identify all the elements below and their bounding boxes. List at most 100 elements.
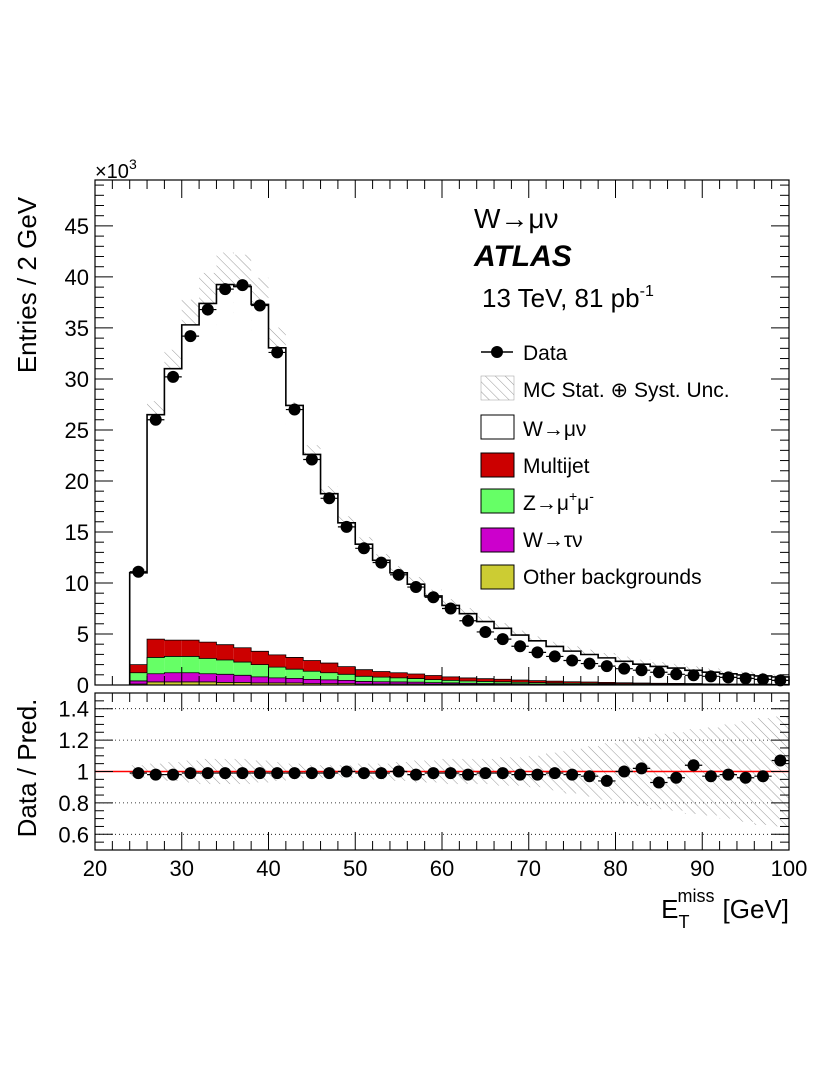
stack-bar-wmunu [372, 560, 390, 672]
x-tick-label: 60 [430, 856, 454, 881]
stack-bar-zmumu [268, 667, 286, 678]
stack-bar-zmumu [528, 682, 547, 684]
stack-bar-multijet [199, 642, 217, 659]
data-points [129, 279, 789, 687]
data-point [704, 670, 717, 683]
stack-bar-multijet [216, 644, 234, 661]
stack-bar-multijet [164, 640, 182, 657]
ratio-point [652, 776, 665, 789]
stack-bar-multijet [563, 681, 581, 684]
stack-bar-multijet [528, 680, 547, 683]
stack-bar-zmumu [303, 671, 321, 680]
data-point [444, 602, 457, 615]
legend-marker-data [491, 346, 503, 358]
legend-item-wtaunu: W→τν [480, 527, 583, 553]
data-point [496, 633, 509, 646]
stack-bar-multijet [459, 677, 477, 682]
y-multiplier: ×103 [95, 156, 137, 183]
data-point [687, 669, 700, 682]
stack-bar-multijet [303, 660, 321, 672]
stack-bar-wtaunu [355, 681, 373, 684]
data-point [167, 370, 180, 383]
stack-bar-wtaunu [424, 682, 442, 685]
y-tick-label: 40 [65, 265, 89, 290]
stack-bar-multijet [511, 680, 529, 683]
stack-bar-wtaunu [337, 680, 356, 684]
ratio-point [271, 767, 284, 780]
stack-bar-zmumu [563, 683, 581, 685]
ratio-point [288, 767, 301, 780]
ratio-point [531, 768, 544, 781]
ratio-y-axis-ticks: 0.6 0.8 1 1.2 1.4 [58, 692, 789, 851]
stack-bar-zmumu [337, 674, 356, 681]
legend-label-multijet: Multijet [523, 455, 590, 478]
stack-bar-wmunu [407, 584, 425, 674]
x-tick-label: 70 [517, 856, 541, 881]
stack-bar-other [181, 681, 200, 685]
stack-bar-wmunu [199, 303, 217, 643]
data-point [670, 668, 683, 681]
ratio-point [618, 765, 631, 778]
data-point [357, 542, 370, 555]
stack-bar-other [164, 681, 182, 685]
data-point [132, 565, 145, 578]
data-point [600, 660, 613, 673]
stack-bar-multijet [442, 676, 460, 681]
ratio-y-tick-label: 0.6 [58, 822, 89, 847]
atlas-label: ATLAS [473, 240, 572, 273]
x-tick-label: 30 [170, 856, 194, 881]
legend-item-zmumu: Z→μ+μ- [480, 488, 594, 515]
ratio-points [129, 754, 789, 789]
stack-bar-multijet [268, 654, 286, 668]
stack-bar-zmumu [372, 677, 390, 682]
ratio-point [184, 767, 197, 780]
stack-bar-other [285, 682, 304, 685]
data-point [392, 568, 405, 581]
data-point [479, 625, 492, 638]
stack-bar-wtaunu [129, 680, 148, 684]
data-point [305, 453, 318, 466]
data-point [409, 581, 422, 594]
stack-bar-multijet [494, 679, 512, 682]
ratio-point [739, 771, 752, 784]
ratio-x-axis-ticks: 20 30 40 50 60 70 80 90 100 [83, 693, 807, 881]
x-tick-label: 80 [603, 856, 627, 881]
stack-bar-wmunu [303, 454, 321, 661]
y-tick-label: 0 [77, 673, 89, 698]
stack-bar-other [199, 681, 217, 685]
stack-bar-wmunu [320, 493, 338, 664]
ratio-point [462, 768, 475, 781]
data-point [583, 657, 596, 670]
stack-bar-multijet [285, 657, 304, 670]
data-point [566, 654, 579, 667]
stack-bar-wtaunu [476, 683, 495, 685]
stack-bar-wmunu [268, 347, 286, 655]
data-point [288, 403, 301, 416]
stack-bar-multijet [407, 673, 425, 679]
ratio-point [323, 767, 336, 780]
ratio-point [774, 754, 787, 767]
stack-bar-wtaunu [372, 681, 390, 684]
legend-swatch-wmunu [480, 414, 515, 440]
legend-label-wmunu: W→μν [523, 418, 586, 441]
stack-bar-multijet [650, 683, 668, 685]
stack-outline-zmumu [129, 656, 790, 685]
ratio-point [600, 774, 613, 787]
ratio-y-tick-label: 1.2 [58, 728, 89, 753]
ratio-point [409, 768, 422, 781]
legend-swatch-unc [480, 375, 515, 401]
y-tick-label: 30 [65, 367, 89, 392]
stack-bar-multijet [615, 682, 633, 684]
legend-item-other: Other backgrounds [480, 564, 702, 590]
ratio-point [427, 767, 440, 780]
data-point [618, 662, 631, 675]
stacked-histogram [128, 283, 790, 686]
stack-bar-zmumu [407, 678, 425, 683]
y-tick-label: 20 [65, 469, 89, 494]
data-point [340, 520, 353, 533]
data-point [722, 671, 735, 684]
stack-bar-wtaunu [407, 682, 425, 684]
stack-bar-wmunu [181, 324, 200, 641]
